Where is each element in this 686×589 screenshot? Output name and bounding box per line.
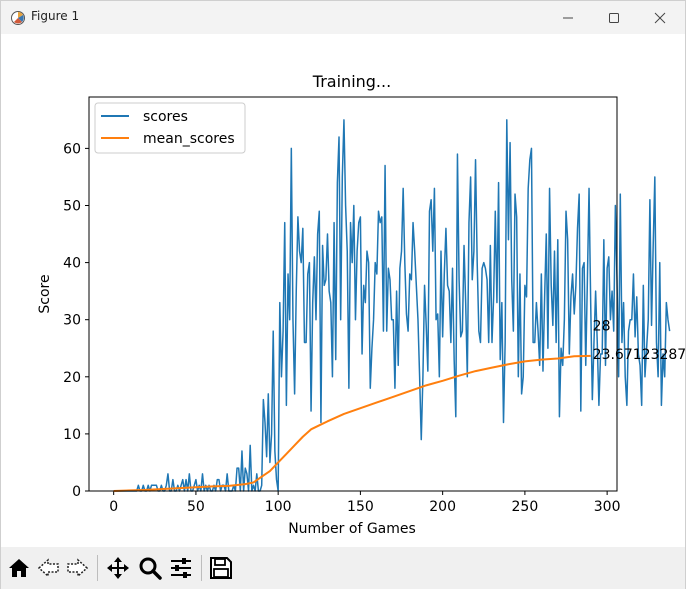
arrow-left-icon[interactable]: [36, 555, 62, 581]
arrow-right-icon[interactable]: [64, 555, 90, 581]
minimize-button[interactable]: [545, 1, 591, 34]
x-tick-label: 200: [429, 499, 456, 515]
chart-title: Training...: [312, 72, 391, 91]
sliders-icon[interactable]: [168, 555, 194, 581]
y-tick-label: 40: [63, 256, 81, 272]
maximize-icon: [609, 12, 619, 23]
series-line-scores: [113, 119, 671, 492]
y-tick-label: 10: [63, 427, 81, 443]
series-line-mean-scores: [113, 354, 591, 492]
figure-canvas[interactable]: Training... 0 50 100 150 200 250 300 0 10 20 30 40 5…: [1, 34, 686, 547]
x-tick-label: 50: [187, 499, 205, 515]
x-tick-label: 300: [594, 499, 621, 515]
x-tick-label: 100: [265, 499, 292, 515]
data-annotation: 23.67123287: [593, 347, 685, 363]
toolbar-separator: [97, 555, 98, 581]
data-annotation: 28: [593, 318, 611, 334]
training-chart: Training... 0 50 100 150 200 250 300 0 10 20 30 40 5…: [37, 72, 686, 537]
window-title: Figure 1: [31, 9, 80, 23]
plot-frame: [88, 96, 618, 492]
y-tick-label: 0: [72, 484, 81, 500]
y-axis-label: Score: [37, 274, 53, 313]
legend: scores mean_scores: [94, 102, 246, 154]
x-tick-label: 150: [347, 499, 374, 515]
y-tick-label: 60: [63, 141, 81, 157]
navigation-toolbar: [1, 547, 685, 589]
minimize-icon: [563, 17, 573, 18]
maximize-button[interactable]: [591, 1, 637, 34]
toolbar-separator: [201, 555, 202, 581]
legend-label-scores: scores: [143, 109, 188, 125]
move-icon[interactable]: [105, 555, 131, 581]
close-icon: [654, 12, 666, 23]
matplotlib-app-icon: [11, 11, 25, 25]
title-bar: Figure 1: [1, 1, 685, 34]
legend-label-mean-scores: mean_scores: [143, 131, 235, 147]
close-button[interactable]: [637, 1, 683, 34]
magnifier-icon[interactable]: [137, 555, 163, 581]
home-icon[interactable]: [6, 555, 32, 581]
y-tick-label: 20: [63, 370, 81, 386]
x-tick-label: 250: [512, 499, 539, 515]
y-tick-label: 30: [63, 313, 81, 329]
x-tick-label: 0: [109, 499, 118, 515]
y-tick-label: 50: [63, 198, 81, 214]
x-axis-label: Number of Games: [288, 521, 416, 537]
legend-box: [94, 102, 246, 154]
floppy-disk-icon[interactable]: [208, 555, 234, 581]
